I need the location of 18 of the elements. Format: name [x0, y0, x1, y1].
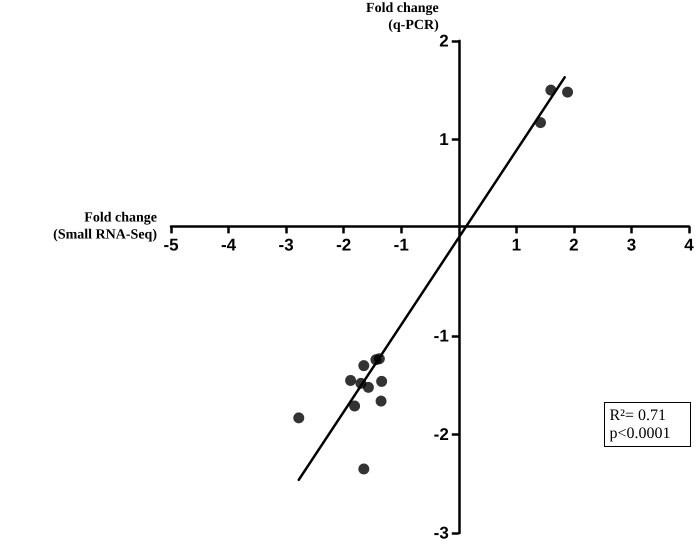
x-tick-label: -1: [394, 235, 409, 254]
y-tick-label: -1: [434, 326, 449, 346]
x-tick-label: 3: [626, 235, 636, 254]
x-tick-label: -2: [336, 235, 352, 254]
x-tick-label: -3: [278, 235, 294, 254]
x-tick-label: 2: [569, 235, 579, 254]
x-tick-label: -4: [220, 235, 237, 254]
annotation: R²= 0.71: [610, 407, 666, 424]
y-tick-label: -2: [434, 425, 449, 444]
x-tick-label: 4: [684, 235, 694, 254]
annotation: p<0.0001: [610, 425, 671, 442]
x-axis-title: Fold change (Small RNA-Seq): [53, 210, 158, 242]
y-axis-title: Fold change (q-PCR): [366, 1, 440, 33]
x-tick-label: -5: [163, 235, 179, 254]
x-tick-label: 1: [512, 235, 522, 254]
y-tick-label: 2: [439, 31, 449, 50]
y-tick-label: -3: [434, 524, 449, 542]
y-tick-label: 1: [439, 130, 449, 149]
